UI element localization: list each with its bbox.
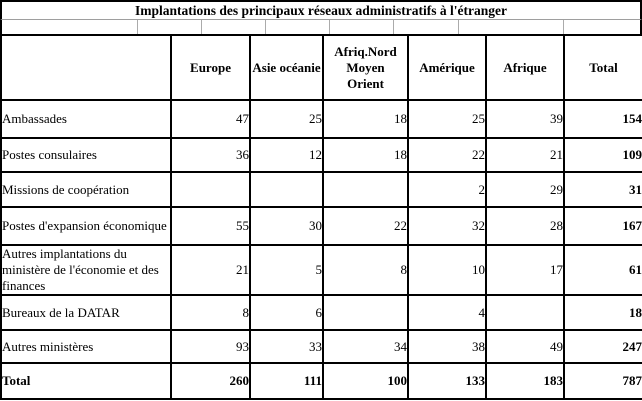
value-cell: 32 — [407, 206, 487, 246]
spacer-divider — [137, 20, 138, 34]
data-table: Europe Asie océanie Afriq.Nord Moyen Ori… — [0, 34, 642, 400]
table-title: Implantations des principaux réseaux adm… — [0, 0, 642, 20]
value-cell: 25 — [407, 99, 487, 139]
value-cell: 8 — [170, 294, 251, 331]
value-cell: 55 — [170, 206, 251, 246]
value-cell — [249, 171, 324, 208]
value-cell — [170, 171, 251, 208]
value-cell: 21 — [170, 244, 251, 296]
column-header-europe: Europe — [170, 34, 251, 101]
spacer-divider — [458, 20, 459, 34]
value-cell: 30 — [249, 206, 324, 246]
row-total-cell: 31 — [563, 171, 642, 208]
value-cell: 22 — [322, 206, 409, 246]
value-cell: 49 — [485, 329, 565, 364]
row-label-cell: Missions de coopération — [0, 171, 172, 208]
value-cell: 28 — [485, 206, 565, 246]
header-row: Europe Asie océanie Afriq.Nord Moyen Ori… — [0, 34, 642, 101]
value-cell: 183 — [485, 362, 565, 400]
value-cell: 25 — [249, 99, 324, 139]
value-cell: 33 — [249, 329, 324, 364]
value-cell: 22 — [407, 137, 487, 173]
value-cell: 260 — [170, 362, 251, 400]
value-cell: 47 — [170, 99, 251, 139]
row-total-cell: 109 — [563, 137, 642, 173]
value-cell: 4 — [407, 294, 487, 331]
table-row: Bureaux de la DATAR 8 6 4 18 — [0, 294, 642, 331]
value-cell: 18 — [322, 99, 409, 139]
row-total-cell: 787 — [563, 362, 642, 400]
value-cell: 38 — [407, 329, 487, 364]
column-header-afriq-nord-moyen-orient: Afriq.Nord Moyen Orient — [322, 34, 409, 101]
value-cell: 6 — [249, 294, 324, 331]
value-cell: 36 — [170, 137, 251, 173]
value-cell: 18 — [322, 137, 409, 173]
table-row: Ambassades 47 25 18 25 39 154 — [0, 99, 642, 139]
value-cell — [322, 171, 409, 208]
row-total-cell: 167 — [563, 206, 642, 246]
value-cell: 10 — [407, 244, 487, 296]
table-row: Postes d'expansion économique 55 30 22 32 28 1… — [0, 206, 642, 246]
value-cell: 133 — [407, 362, 487, 400]
value-cell: 21 — [485, 137, 565, 173]
row-label-cell: Total — [0, 362, 172, 400]
value-cell — [485, 294, 565, 331]
row-label-cell: Autres ministères — [0, 329, 172, 364]
table-row: Postes consulaires 36 12 18 22 21 109 — [0, 137, 642, 173]
value-cell: 111 — [249, 362, 324, 400]
spacer-divider — [329, 20, 330, 34]
row-label-cell: Postes d'expansion économique — [0, 206, 172, 246]
row-label-cell: Bureaux de la DATAR — [0, 294, 172, 331]
value-cell: 29 — [485, 171, 565, 208]
header-empty-cell — [0, 34, 172, 101]
table-row: Autres ministères 93 33 34 38 49 247 — [0, 329, 642, 364]
row-label-cell: Postes consulaires — [0, 137, 172, 173]
row-label-cell: Ambassades — [0, 99, 172, 139]
row-total-cell: 18 — [563, 294, 642, 331]
row-label-cell: Autres implantations du ministère de l'é… — [0, 244, 172, 296]
spacer-divider — [393, 20, 394, 34]
column-header-total: Total — [563, 34, 642, 101]
row-total-cell: 61 — [563, 244, 642, 296]
value-cell — [322, 294, 409, 331]
total-row: Total 260 111 100 133 183 787 — [0, 362, 642, 400]
table-row: Autres implantations du ministère de l'é… — [0, 244, 642, 296]
column-header-amerique: Amérique — [407, 34, 487, 101]
value-cell: 39 — [485, 99, 565, 139]
spacer-divider — [563, 20, 564, 34]
spacer-row — [0, 20, 642, 34]
spacer-divider — [201, 20, 202, 34]
column-header-afrique: Afrique — [485, 34, 565, 101]
value-cell: 8 — [322, 244, 409, 296]
value-cell: 100 — [322, 362, 409, 400]
value-cell: 5 — [249, 244, 324, 296]
row-total-cell: 154 — [563, 99, 642, 139]
spacer-divider — [265, 20, 266, 34]
row-total-cell: 247 — [563, 329, 642, 364]
table-row: Missions de coopération 2 29 31 — [0, 171, 642, 208]
value-cell: 17 — [485, 244, 565, 296]
value-cell: 2 — [407, 171, 487, 208]
value-cell: 34 — [322, 329, 409, 364]
column-header-asie-oceanie: Asie océanie — [249, 34, 324, 101]
value-cell: 93 — [170, 329, 251, 364]
value-cell: 12 — [249, 137, 324, 173]
